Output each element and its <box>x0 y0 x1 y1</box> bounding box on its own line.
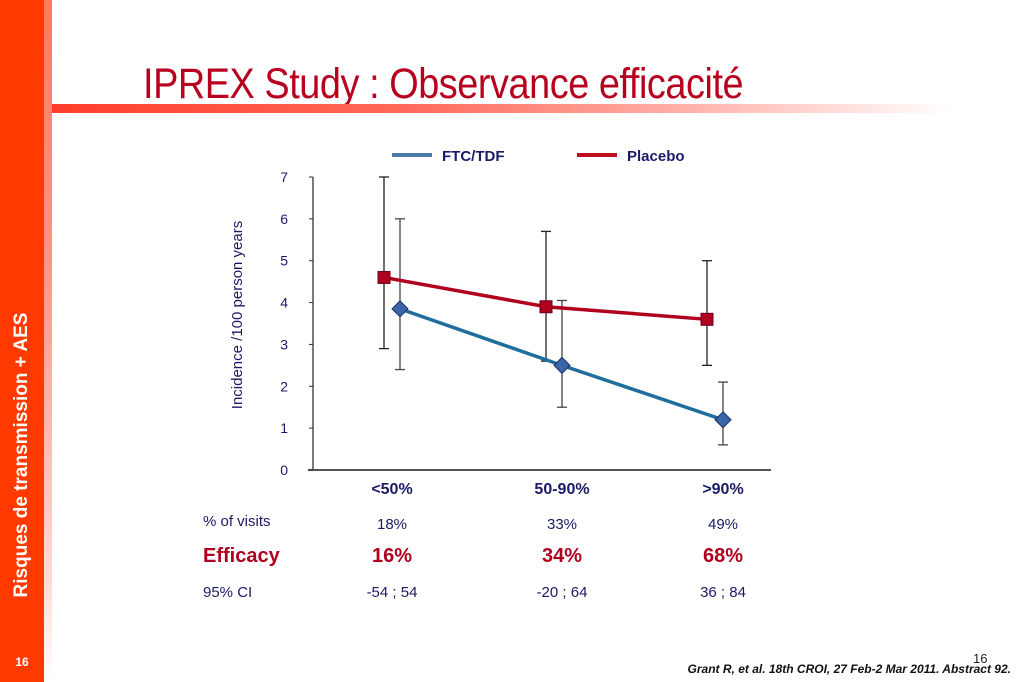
series-markers <box>377 270 732 429</box>
y-tick-label: 3 <box>280 336 288 352</box>
y-tick-label: 2 <box>280 378 288 394</box>
ci-cell: -20 ; 64 <box>536 584 588 601</box>
y-tick-label: 5 <box>280 253 288 269</box>
row-label-ci: 95% CI <box>203 584 253 601</box>
ci-cell: -54 ; 54 <box>366 584 418 601</box>
chart-axes <box>308 177 771 471</box>
visits-cell: 49% <box>707 516 739 533</box>
slide-title: IPREX Study : Observance efficacité <box>143 60 744 108</box>
series-lines <box>383 275 724 422</box>
ftc-tdf-marker <box>714 411 732 429</box>
sidebar-edge-gradient <box>44 0 52 682</box>
ftc-tdf-marker <box>553 356 571 375</box>
title-underline <box>52 104 952 113</box>
placebo-marker <box>377 270 391 284</box>
efficacy-cell: 16% <box>371 545 413 567</box>
efficacy-cell: 68% <box>702 545 744 567</box>
y-axis-label: Incidence /100 person years <box>229 221 246 409</box>
row-label-visits: % of visits <box>203 513 271 530</box>
visits-cell: 33% <box>546 516 578 533</box>
legend-label: Placebo <box>627 148 685 165</box>
y-ticks: 0 1 2 3 4 5 6 7 <box>280 169 313 478</box>
page-number: 16 <box>973 651 988 666</box>
legend: FTC/TDF Placebo <box>392 148 685 165</box>
y-tick-label: 0 <box>280 462 288 478</box>
placebo-marker <box>700 312 714 326</box>
citation: Grant R, et al. 18th CROI, 27 Feb-2 Mar … <box>687 662 1011 676</box>
efficacy-cell: 34% <box>541 545 583 567</box>
error-bars <box>379 176 728 446</box>
ci-cell: 36 ; 84 <box>700 584 746 601</box>
sidebar-page-number: 16 <box>15 655 29 669</box>
x-category-label: <50% <box>371 481 413 498</box>
legend-label: FTC/TDF <box>442 148 504 165</box>
y-tick-label: 1 <box>280 420 288 436</box>
visits-cell: 18% <box>376 516 408 533</box>
ftc-tdf-marker <box>391 300 409 318</box>
placebo-marker <box>539 300 553 314</box>
x-category-label: 50-90% <box>534 481 590 498</box>
y-tick-label: 4 <box>280 295 288 311</box>
y-tick-label: 7 <box>280 169 288 185</box>
x-category-label: >90% <box>702 481 744 498</box>
y-tick-label: 6 <box>280 211 288 227</box>
sidebar <box>0 0 44 682</box>
row-label-efficacy: Efficacy <box>203 545 280 567</box>
